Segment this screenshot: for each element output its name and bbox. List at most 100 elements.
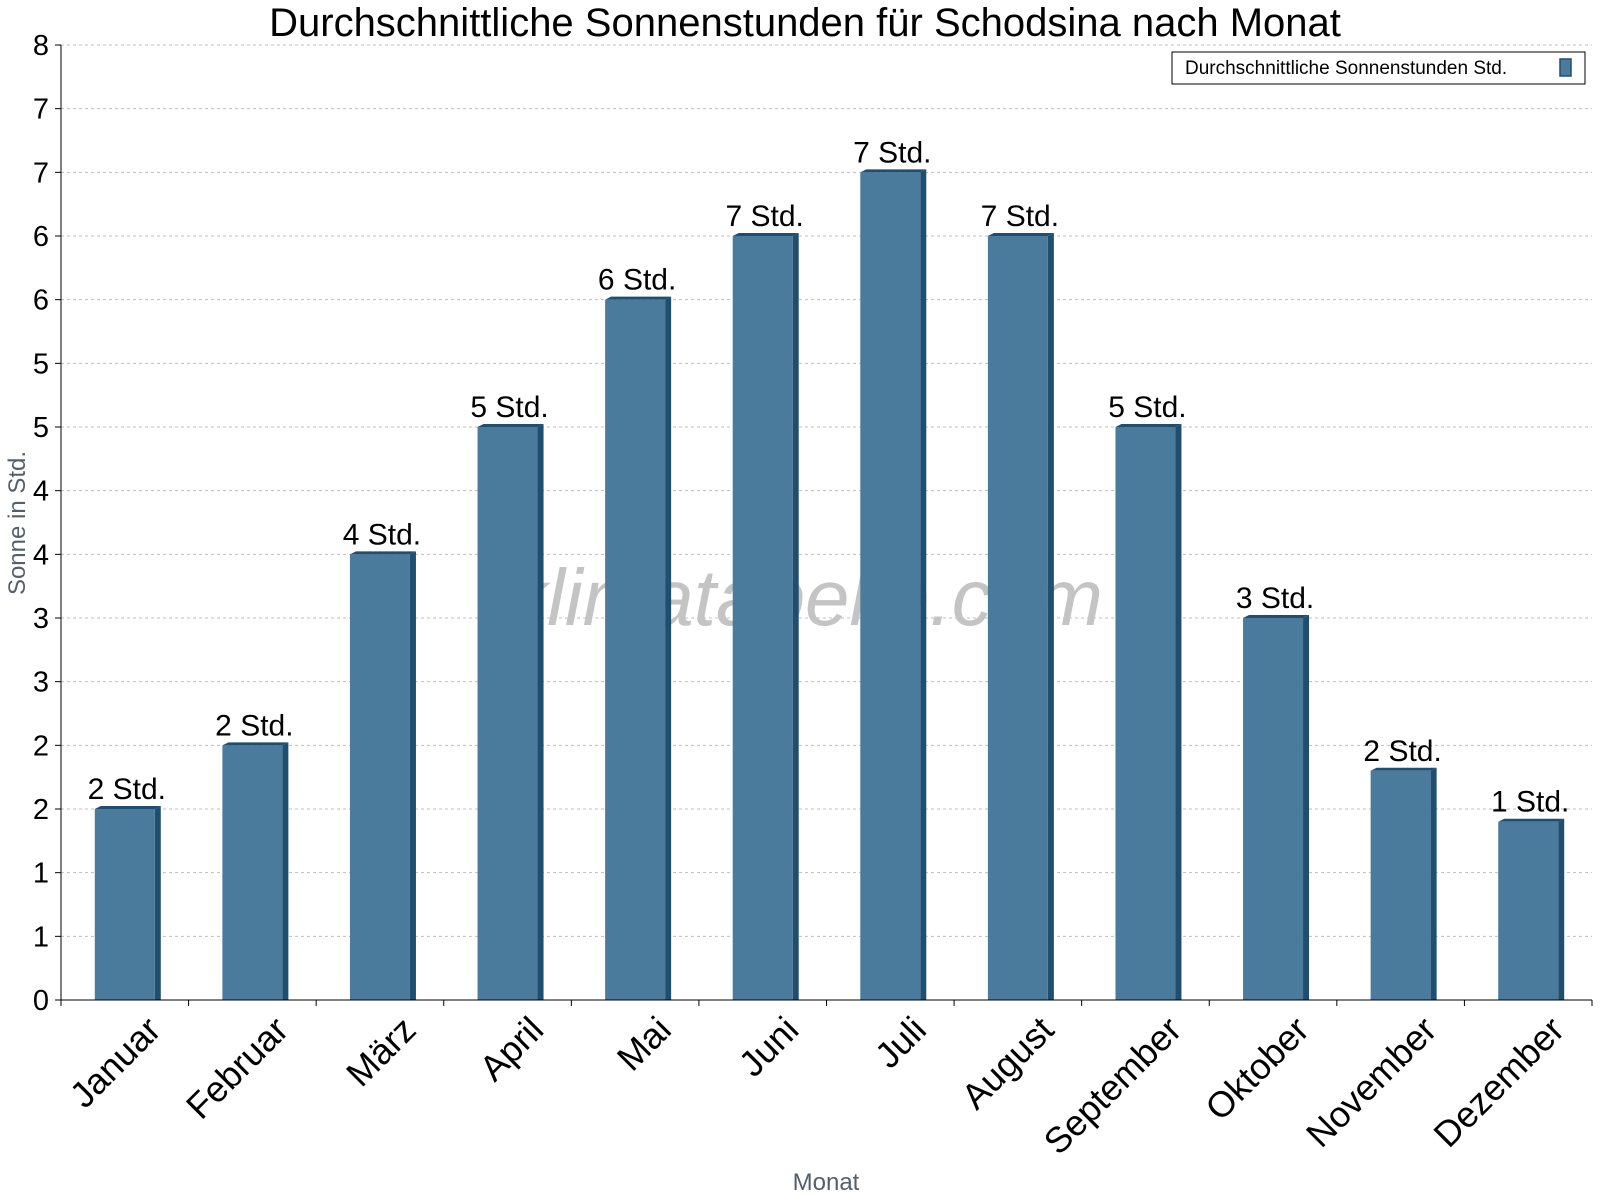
y-tick-label: 4 (33, 539, 49, 571)
bar-side (409, 551, 416, 1000)
y-tick-label: 4 (33, 476, 49, 508)
bar-face (349, 554, 410, 1000)
bar (94, 806, 161, 1000)
data-label: 6 Std. (598, 264, 676, 297)
y-tick-label: 5 (33, 412, 49, 444)
bar-face (605, 299, 666, 1001)
x-tick-label: Februar (178, 1009, 296, 1127)
x-tick-label: Dezember (1425, 1009, 1571, 1155)
bar-face (222, 745, 283, 1000)
bar-top (349, 551, 416, 555)
legend: Durchschnittliche Sonnenstunden Std. (1171, 51, 1586, 85)
y-tick-label: 7 (33, 157, 49, 189)
y-tick-label: 6 (33, 221, 49, 253)
bar-side (1430, 767, 1437, 1000)
data-label: 5 Std. (1108, 391, 1186, 424)
bar-side (665, 296, 672, 1001)
bar-top (1370, 767, 1437, 771)
legend-box (1171, 51, 1586, 85)
bar-side (154, 806, 161, 1000)
axes (55, 44, 1593, 1006)
bar-face (1498, 821, 1559, 1000)
y-tick-label: 1 (33, 921, 49, 953)
y-tick-label: 1 (33, 858, 49, 890)
data-label: 1 Std. (1491, 786, 1569, 819)
bar (987, 233, 1054, 1000)
bar-top (605, 296, 672, 300)
bar-face (477, 427, 538, 1000)
y-tick-label: 7 (33, 94, 49, 126)
y-tick-label: 3 (33, 667, 49, 699)
x-tick-label: August (953, 1009, 1061, 1117)
data-label: 3 Std. (1236, 582, 1314, 615)
data-label: 2 Std. (1363, 735, 1441, 768)
bar-face (1370, 770, 1431, 1000)
bar-side (1558, 818, 1565, 1000)
bar-top (987, 233, 1054, 236)
y-tick-labels: 0 1 1 2 2 3 3 4 4 5 5 6 6 7 7 8 (33, 30, 49, 1017)
bar (1498, 818, 1565, 1000)
x-tick-label: Januar (62, 1009, 169, 1116)
bar (860, 169, 927, 1001)
x-tick-label: November (1298, 1009, 1444, 1155)
x-tick-label: Juni (731, 1009, 807, 1085)
y-tick-label: 0 (33, 985, 49, 1017)
grid-lines (61, 44, 1592, 937)
bar-side (282, 742, 289, 1000)
x-tick-labels: Januar Februar März April Mai Juni Juli AugustS… (62, 1009, 1572, 1163)
bar (477, 424, 544, 1000)
bar-face (860, 172, 921, 1001)
y-tick-label: 2 (33, 730, 49, 762)
bar (1243, 615, 1310, 1000)
bar-top (860, 169, 927, 173)
bar (1370, 767, 1437, 1000)
bar-face (1243, 618, 1304, 1000)
x-tick-label: März (338, 1009, 424, 1095)
x-tick-label: Mai (609, 1009, 679, 1079)
bar-side (537, 424, 544, 1000)
x-tick-label: September (1036, 1009, 1190, 1163)
bar (732, 233, 799, 1000)
bar-side (792, 233, 799, 1000)
data-label: 2 Std. (88, 773, 166, 806)
bar (605, 296, 672, 1001)
bar-top (732, 233, 799, 236)
y-tick-label: 5 (33, 348, 49, 380)
legend-swatch (1559, 58, 1572, 77)
data-label: 7 Std. (981, 200, 1059, 233)
chart-title: Durchschnittliche Sonnenstunden für Scho… (269, 1, 1341, 45)
data-label: 7 Std. (853, 136, 931, 169)
bar-side (1047, 233, 1054, 1000)
bar (349, 551, 416, 1000)
x-tick-label: Oktober (1197, 1009, 1317, 1129)
bar-top (1243, 615, 1310, 618)
bar-face (987, 236, 1048, 1000)
bar-top (477, 424, 544, 427)
bar-side (920, 169, 927, 1001)
bar-top (1115, 424, 1182, 427)
bar-top (222, 742, 289, 746)
bar (222, 742, 289, 1000)
bar-side (1175, 424, 1182, 1000)
y-tick-label: 2 (33, 794, 49, 826)
data-label: 5 Std. (470, 391, 548, 424)
bar-top (1498, 818, 1565, 822)
y-tick-label: 6 (33, 285, 49, 317)
data-label: 4 Std. (343, 518, 421, 551)
bar-top (94, 806, 161, 809)
x-axis-label: Monat (793, 1169, 860, 1196)
x-tick-label: Juli (867, 1009, 934, 1076)
bar-face (1115, 427, 1176, 1000)
x-tick-label: April (471, 1009, 551, 1089)
data-label: 2 Std. (215, 709, 293, 742)
bar-face (732, 236, 793, 1000)
bar (1115, 424, 1182, 1000)
legend-label: Durchschnittliche Sonnenstunden Std. (1185, 58, 1507, 79)
y-tick-label: 3 (33, 603, 49, 635)
bars: 2 Std. 2 Std. 4 Std. 5 Std. 6 Std. 7 Std. 7 St… (88, 136, 1569, 1001)
y-tick-label: 8 (33, 30, 49, 62)
bar-face (94, 809, 155, 1000)
data-label: 7 Std. (726, 200, 804, 233)
bar-side (1303, 615, 1310, 1000)
